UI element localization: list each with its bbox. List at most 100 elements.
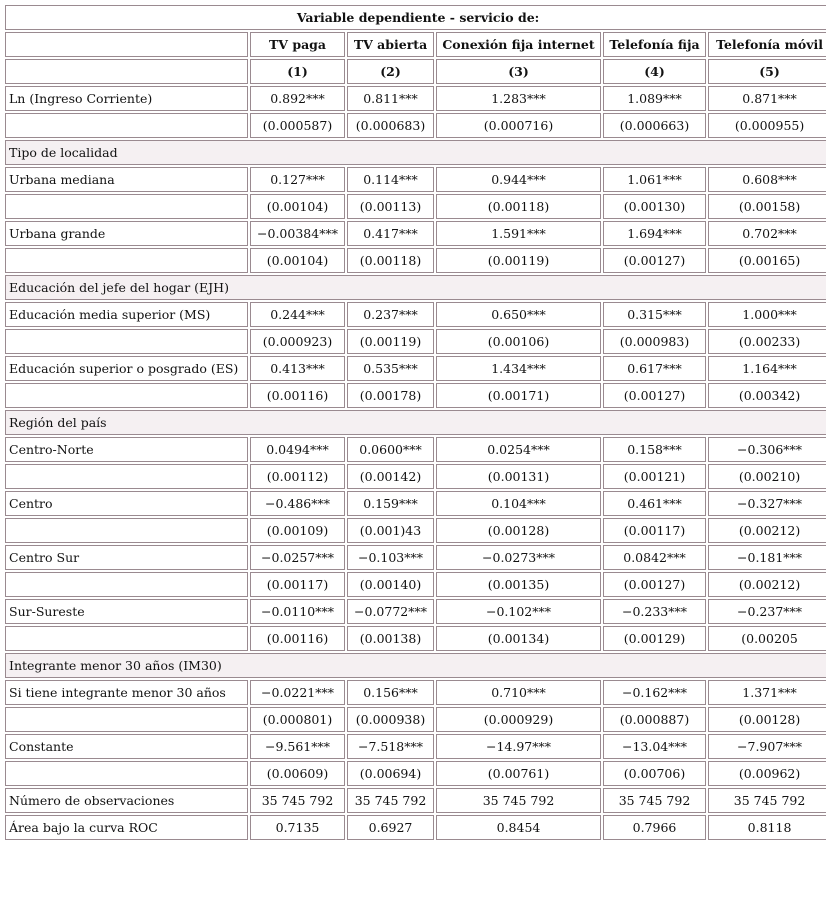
cell-value: −7.518*** [347, 734, 434, 759]
cell-value: (0.00119) [436, 248, 601, 273]
row-label: Centro Sur [5, 545, 248, 570]
row-label [5, 572, 248, 597]
cell-value: 0.650*** [436, 302, 601, 327]
cell-value: (0.000929) [436, 707, 601, 732]
row-label [5, 518, 248, 543]
data-row: Urbana mediana 0.127*** 0.114*** 0.944*** 1.… [5, 167, 826, 192]
data-row: (0.00112) (0.00142) (0.00131) (0.00121) (0.0… [5, 464, 826, 489]
data-row: Si tiene integrante menor 30 años −0.0221… [5, 680, 826, 705]
cell-value: 0.156*** [347, 680, 434, 705]
cell-value: (0.00117) [250, 572, 345, 597]
empty-cell [5, 32, 248, 57]
cell-value: (0.00130) [603, 194, 706, 219]
data-row: (0.00109) (0.001)43 (0.00128) (0.00117) (0.0… [5, 518, 826, 543]
cell-value: (0.00212) [708, 572, 826, 597]
cell-value: −0.0273*** [436, 545, 601, 570]
cell-value: (0.00706) [603, 761, 706, 786]
cell-value: 0.702*** [708, 221, 826, 246]
cell-value: (0.000938) [347, 707, 434, 732]
cell-value: (0.00118) [347, 248, 434, 273]
cell-value: −13.04*** [603, 734, 706, 759]
data-row: (0.000801) (0.000938) (0.000929) (0.000887)… [5, 707, 826, 732]
cell-value: 0.871*** [708, 86, 826, 111]
column-header: Telefonía móvil [708, 32, 826, 57]
cell-value: (0.000955) [708, 113, 826, 138]
data-row: Centro Sur −0.0257*** −0.103*** −0.0273*** 0… [5, 545, 826, 570]
cell-value: 35 745 792 [250, 788, 345, 813]
cell-value: −0.306*** [708, 437, 826, 462]
column-header-row: TV paga TV abierta Conexión fija internet T… [5, 32, 826, 57]
cell-value: (0.00121) [603, 464, 706, 489]
cell-value: 0.461*** [603, 491, 706, 516]
row-label: Si tiene integrante menor 30 años [5, 680, 248, 705]
cell-value: 0.114*** [347, 167, 434, 192]
row-label: Centro-Norte [5, 437, 248, 462]
column-header: Telefonía fija [603, 32, 706, 57]
cell-value: (0.000683) [347, 113, 434, 138]
cell-value: (0.00129) [603, 626, 706, 651]
data-row: (0.000923) (0.00119) (0.00106) (0.000983) (0… [5, 329, 826, 354]
column-number: (2) [347, 59, 434, 84]
cell-value: 0.104*** [436, 491, 601, 516]
cell-value: (0.00761) [436, 761, 601, 786]
data-row: Educación superior o posgrado (ES) 0.413*… [5, 356, 826, 381]
cell-value: (0.00109) [250, 518, 345, 543]
column-number-row: (1) (2) (3) (4) (5) [5, 59, 826, 84]
cell-value: 1.371*** [708, 680, 826, 705]
cell-value: 35 745 792 [708, 788, 826, 813]
table-title: Variable dependiente - servicio de: [5, 5, 826, 30]
data-row: (0.00117) (0.00140) (0.00135) (0.00127) (0.0… [5, 572, 826, 597]
data-row: Número de observaciones 35 745 792 35 745 … [5, 788, 826, 813]
cell-value: 0.892*** [250, 86, 345, 111]
cell-value: −0.486*** [250, 491, 345, 516]
cell-value: (0.00127) [603, 572, 706, 597]
cell-value: 0.159*** [347, 491, 434, 516]
cell-value: (0.000663) [603, 113, 706, 138]
cell-value: (0.00104) [250, 194, 345, 219]
cell-value: (0.000983) [603, 329, 706, 354]
cell-value: 1.591*** [436, 221, 601, 246]
cell-value: 1.434*** [436, 356, 601, 381]
cell-value: 0.0600*** [347, 437, 434, 462]
cell-value: 1.164*** [708, 356, 826, 381]
column-header: Conexión fija internet [436, 32, 601, 57]
cell-value: 0.617*** [603, 356, 706, 381]
cell-value: −0.233*** [603, 599, 706, 624]
cell-value: 0.237*** [347, 302, 434, 327]
cell-value: (0.000587) [250, 113, 345, 138]
cell-value: 0.8454 [436, 815, 601, 840]
cell-value: −0.0257*** [250, 545, 345, 570]
data-row: Constante −9.561*** −7.518*** −14.97*** −13.… [5, 734, 826, 759]
cell-value: 0.315*** [603, 302, 706, 327]
cell-value: (0.000801) [250, 707, 345, 732]
cell-value: (0.00131) [436, 464, 601, 489]
row-label [5, 113, 248, 138]
data-row: Centro −0.486*** 0.159*** 0.104*** 0.461*** −… [5, 491, 826, 516]
cell-value: (0.00106) [436, 329, 601, 354]
cell-value: 0.811*** [347, 86, 434, 111]
section-row: Región del país [5, 410, 826, 435]
row-label: Urbana grande [5, 221, 248, 246]
row-label [5, 248, 248, 273]
column-number: (5) [708, 59, 826, 84]
cell-value: 0.413*** [250, 356, 345, 381]
cell-value: (0.00140) [347, 572, 434, 597]
section-label: Educación del jefe del hogar (EJH) [5, 275, 826, 300]
cell-value: −0.00384*** [250, 221, 345, 246]
regression-table: Variable dependiente - servicio de: TV pa… [3, 3, 826, 842]
cell-value: (0.00142) [347, 464, 434, 489]
row-label: Número de observaciones [5, 788, 248, 813]
cell-value: −0.237*** [708, 599, 826, 624]
cell-value: −14.97*** [436, 734, 601, 759]
cell-value: 0.535*** [347, 356, 434, 381]
cell-value: (0.00118) [436, 194, 601, 219]
cell-value: (0.00205 [708, 626, 826, 651]
row-label [5, 329, 248, 354]
data-row: (0.00104) (0.00118) (0.00119) (0.00127) (0.0… [5, 248, 826, 273]
row-label: Centro [5, 491, 248, 516]
cell-value: (0.00694) [347, 761, 434, 786]
column-header: TV paga [250, 32, 345, 57]
cell-value: 0.244*** [250, 302, 345, 327]
row-label [5, 707, 248, 732]
cell-value: (0.00116) [250, 626, 345, 651]
